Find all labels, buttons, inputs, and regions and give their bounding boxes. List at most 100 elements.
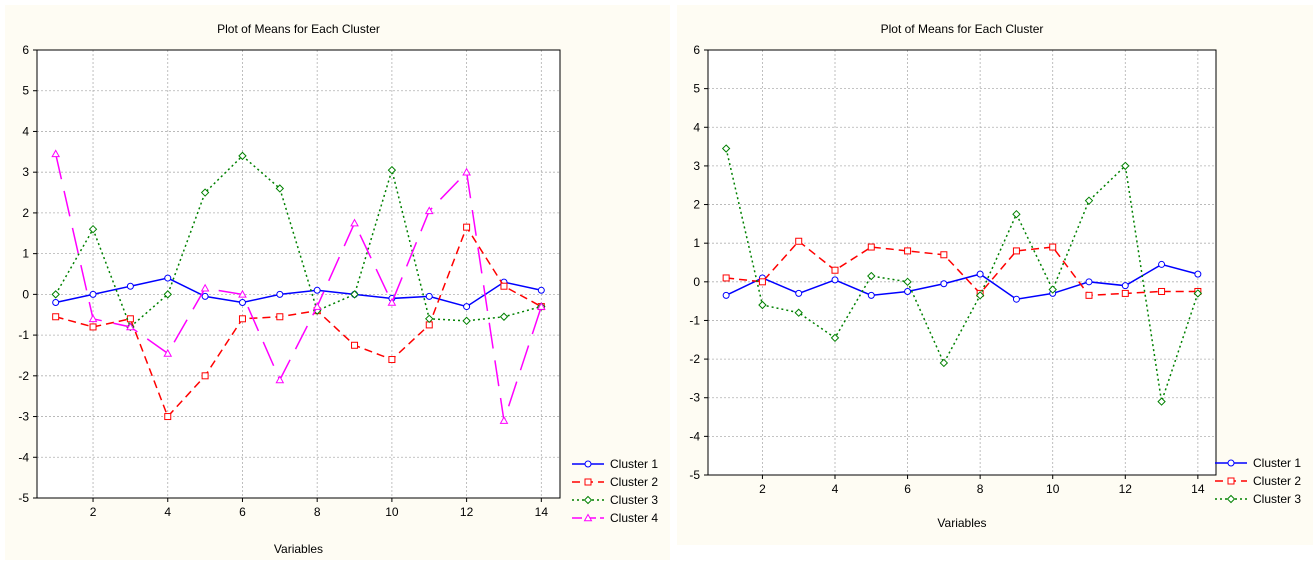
x-tick-label: 4	[164, 505, 171, 519]
x-axis-label: Variables	[274, 542, 323, 556]
data-point	[200, 188, 210, 197]
data-point	[1048, 285, 1057, 294]
data-point	[425, 314, 434, 324]
x-axis-label: Variables	[937, 516, 986, 530]
data-point	[88, 314, 98, 323]
y-tick-label: 1	[22, 247, 29, 261]
legend-item: Cluster 1	[572, 457, 658, 471]
y-tick-label: 2	[22, 206, 29, 220]
y-tick-label: 1	[693, 236, 700, 250]
data-point	[89, 290, 97, 298]
legend-label: Cluster 4	[610, 511, 658, 525]
data-point	[499, 416, 509, 424]
chart-left: Plot of Means for Each Cluster -5 -4 -3 -2 -1…	[5, 5, 670, 560]
data-point	[201, 372, 209, 380]
plot-area	[708, 50, 1216, 475]
data-point	[200, 283, 210, 292]
data-point	[126, 282, 134, 290]
y-tick-label: -5	[18, 491, 29, 505]
data-point	[1121, 289, 1129, 297]
data-point	[867, 291, 875, 299]
legend-item: Cluster 4	[572, 511, 658, 525]
chart-panel-right: Plot of Means for Each Cluster -5 -4 -3 -2 -1…	[675, 0, 1315, 565]
legend-marker	[1227, 459, 1235, 467]
legend-marker	[1226, 494, 1236, 504]
data-point	[462, 167, 471, 176]
y-tick-label: 4	[22, 124, 29, 138]
data-point	[350, 290, 359, 299]
data-point	[976, 270, 984, 278]
data-point	[351, 341, 359, 349]
legend-label: Cluster 1	[610, 457, 658, 471]
x-tick-label: 12	[1119, 482, 1133, 496]
y-tick-label: 6	[693, 43, 700, 57]
data-point	[904, 287, 912, 295]
chart-title: Plot of Means for Each Cluster	[217, 22, 380, 36]
data-point	[462, 316, 471, 326]
data-point	[1049, 243, 1057, 251]
legend-item: Cluster 3	[1215, 492, 1301, 506]
series-line	[725, 148, 1199, 402]
legend-label: Cluster 1	[1253, 456, 1301, 470]
y-tick-label: 3	[693, 159, 700, 173]
series-line	[55, 277, 542, 308]
data-point	[388, 356, 396, 364]
data-point	[350, 218, 359, 227]
legend-label: Cluster 2	[1253, 474, 1301, 488]
data-point	[758, 278, 766, 286]
data-point	[387, 165, 397, 175]
data-point	[1194, 270, 1202, 278]
data-point	[276, 313, 284, 321]
chart-panel-left: Plot of Means for Each Cluster -5 -4 -3 -2 -1…	[5, 5, 670, 560]
y-tick-label: 2	[693, 198, 700, 212]
y-tick-label: -4	[18, 450, 29, 464]
data-point	[722, 291, 730, 299]
data-point	[313, 286, 321, 294]
data-point	[1121, 161, 1130, 171]
y-tick-label: 0	[693, 275, 700, 289]
x-tick-label: 10	[385, 505, 399, 519]
y-tick-label: -3	[689, 391, 700, 405]
data-point	[51, 149, 61, 158]
series-line	[54, 153, 543, 421]
data-point	[387, 297, 397, 306]
y-tick-label: -2	[689, 352, 700, 366]
data-point	[201, 292, 209, 300]
y-tick-label: 0	[22, 287, 29, 301]
x-tick-label: 12	[460, 505, 474, 519]
series-line	[725, 263, 1199, 300]
y-tick-label: 5	[693, 82, 700, 96]
series-3	[51, 151, 546, 332]
data-point	[126, 315, 134, 323]
data-point	[721, 144, 731, 153]
data-point	[758, 300, 767, 310]
x-tick-label: 10	[1046, 482, 1060, 496]
data-point	[424, 206, 434, 215]
legend-marker	[584, 478, 592, 486]
x-tick-label: 14	[535, 505, 549, 519]
y-tick-label: 5	[22, 84, 29, 98]
data-point	[537, 286, 545, 294]
y-tick-label: -1	[689, 313, 700, 327]
data-point	[1012, 209, 1021, 219]
data-point	[1193, 289, 1203, 298]
y-tick-label: 3	[22, 165, 29, 179]
data-point	[1085, 278, 1093, 286]
x-tick-label: 2	[90, 505, 97, 519]
data-point	[164, 274, 172, 282]
data-point	[794, 308, 803, 317]
data-point	[238, 289, 247, 298]
x-tick-label: 6	[904, 482, 911, 496]
series-3	[721, 144, 1203, 406]
legend-marker	[583, 513, 593, 522]
y-tick-label: 6	[22, 43, 29, 57]
x-tick-label: 2	[759, 482, 766, 496]
legend-item: Cluster 1	[1215, 456, 1301, 470]
data-point	[795, 237, 803, 245]
data-point	[1121, 282, 1129, 290]
legend-item: Cluster 2	[1215, 474, 1301, 488]
plot-border	[36, 49, 561, 499]
data-point	[904, 247, 912, 255]
series-line	[726, 240, 1198, 297]
series-line	[55, 225, 542, 418]
